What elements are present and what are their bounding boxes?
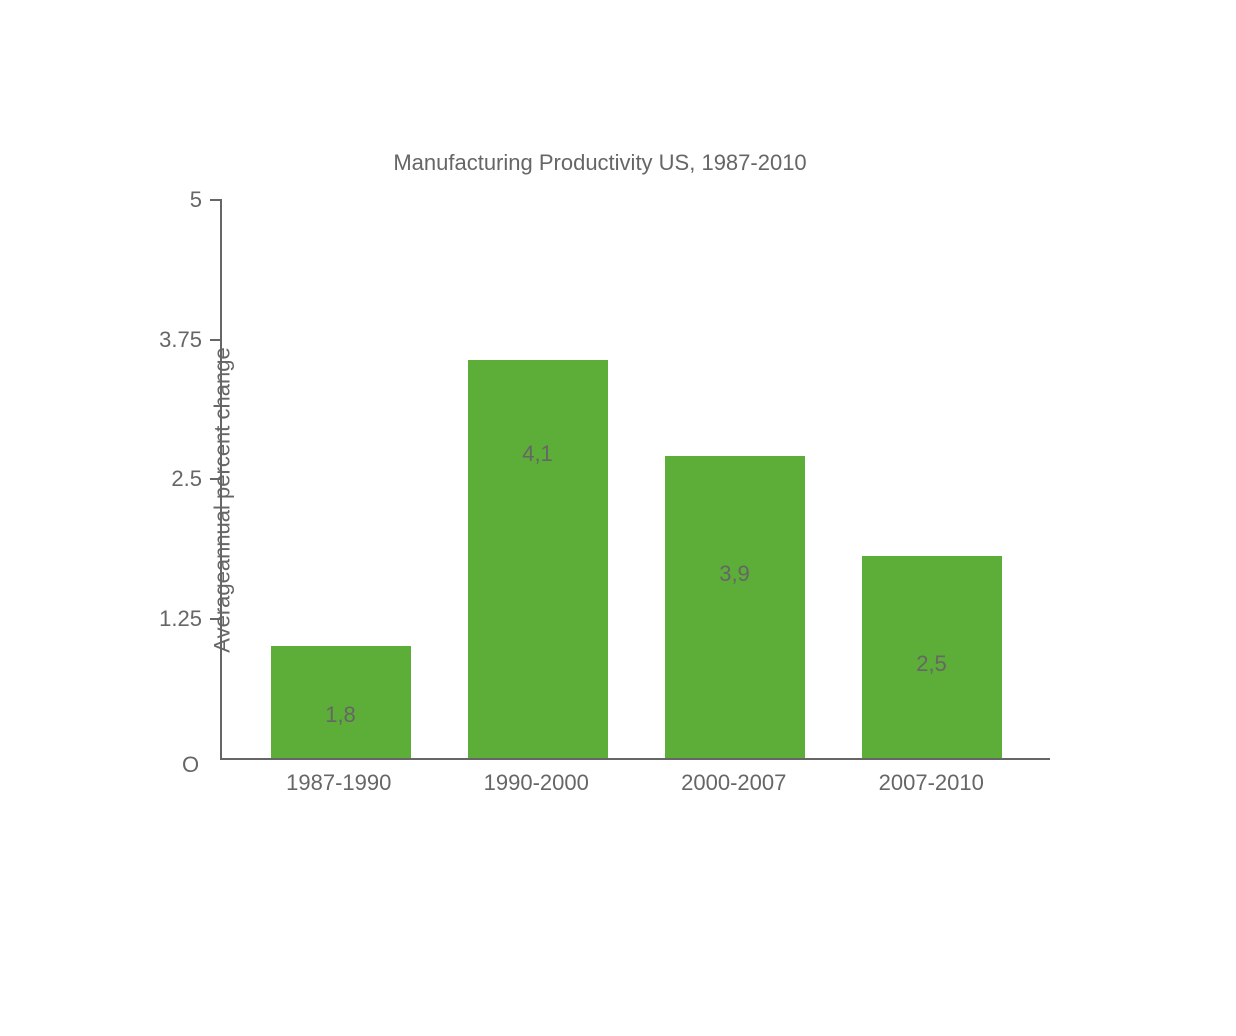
plot-area: 1.25 2.5 3.75 5 O 1,8 4,1 3,9 2,5 [220, 200, 1050, 760]
y-tick [210, 478, 222, 480]
y-tick-label: 5 [190, 187, 202, 213]
y-tick-label: 2.5 [171, 466, 202, 492]
bar-group: 4,1 [458, 360, 618, 758]
bar [468, 360, 608, 758]
bar-group: 1,8 [261, 646, 421, 758]
y-tick [210, 199, 222, 201]
y-tick-label: 1.25 [159, 606, 202, 632]
bar-value-label: 2,5 [916, 651, 947, 677]
bar [665, 456, 805, 758]
x-tick-label: 1990-2000 [456, 770, 616, 796]
x-tick-label: 2000-2007 [654, 770, 814, 796]
bar-value-label: 3,9 [719, 561, 750, 587]
y-tick-label: 3.75 [159, 327, 202, 353]
bar-group: 2,5 [852, 556, 1012, 758]
x-tick-label: 2007-2010 [851, 770, 1011, 796]
origin-label: O [182, 752, 199, 778]
bar-value-label: 1,8 [325, 702, 356, 728]
bar-group: 3,9 [655, 456, 815, 758]
y-tick [210, 618, 222, 620]
bar-chart: Manufacturing Productivity US, 1987-2010… [100, 150, 1100, 850]
x-axis-labels: 1987-1990 1990-2000 2000-2007 2007-2010 [220, 770, 1050, 796]
bars-row: 1,8 4,1 3,9 2,5 [222, 200, 1050, 758]
chart-title: Manufacturing Productivity US, 1987-2010 [100, 150, 1100, 176]
bar-value-label: 4,1 [522, 441, 553, 467]
y-tick [210, 339, 222, 341]
x-tick-label: 1987-1990 [259, 770, 419, 796]
